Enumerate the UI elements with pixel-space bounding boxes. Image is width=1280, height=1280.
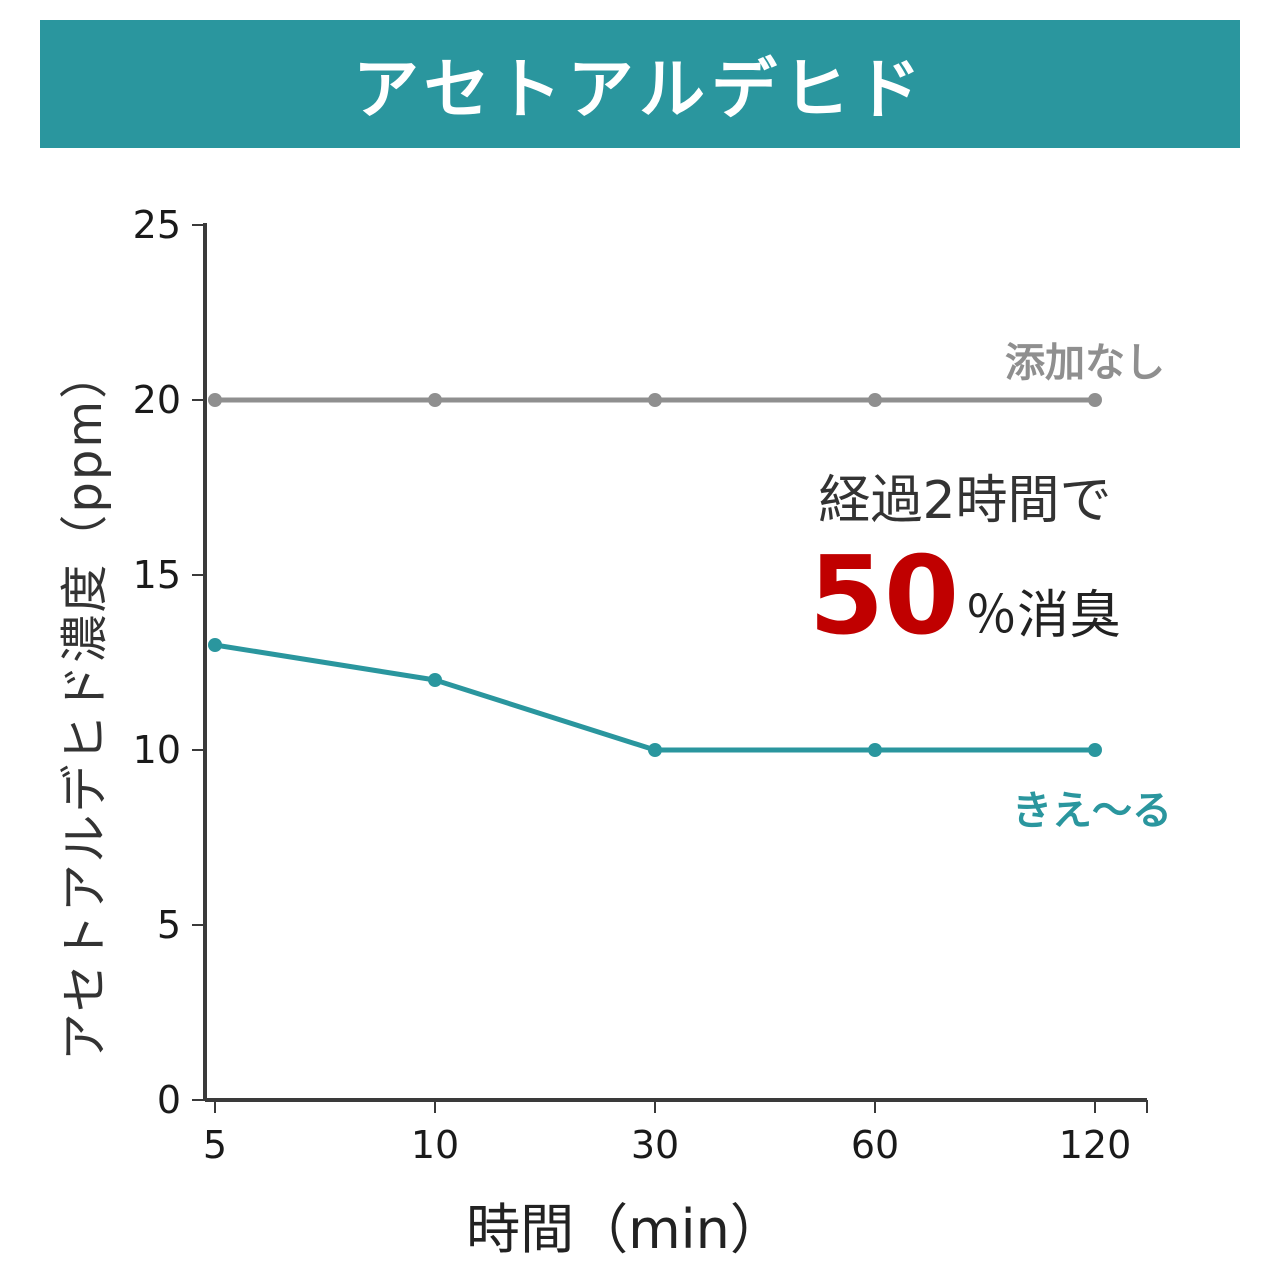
series-point (868, 393, 882, 407)
annotation-percent-value: 50 (808, 534, 960, 659)
series-label-no-additive: 添加なし (1005, 340, 1165, 386)
chart-title: アセトアルデヒド (352, 51, 928, 128)
series-label-kieeru: きえ～る (1012, 788, 1172, 834)
series-point (428, 393, 442, 407)
series-point (208, 393, 222, 407)
series-point (428, 673, 442, 687)
x-tick-label: 30 (631, 1123, 679, 1167)
series-point (208, 638, 222, 652)
x-tick-label: 60 (851, 1123, 899, 1167)
y-axis-label: アセトアルデヒド濃度（ppm） (57, 348, 113, 1062)
series-point (1088, 743, 1102, 757)
x-tick-label: 5 (203, 1123, 227, 1167)
y-tick-label: 20 (133, 378, 181, 422)
annotation-suffix: ％消臭 (965, 586, 1122, 646)
y-tick-label: 0 (157, 1078, 181, 1122)
y-tick-label: 10 (133, 728, 181, 772)
annotation: 経過2時間で 50 ％消臭 (780, 458, 1150, 651)
x-tick-label: 120 (1059, 1123, 1132, 1167)
y-tick-label: 25 (133, 203, 181, 247)
series-line-1 (212, 642, 1098, 753)
annotation-line2: 50 ％消臭 (780, 543, 1150, 651)
annotation-line1: 経過2時間で (818, 471, 1112, 531)
series-point (868, 743, 882, 757)
chart-title-banner: アセトアルデヒド (40, 20, 1240, 148)
x-axis-label: 時間（min） (466, 1198, 784, 1261)
series-point (648, 393, 662, 407)
y-tick-label: 15 (133, 553, 181, 597)
x-tick-label: 10 (411, 1123, 459, 1167)
y-tick-label: 5 (157, 903, 181, 947)
series-point (648, 743, 662, 757)
series-point (1088, 393, 1102, 407)
